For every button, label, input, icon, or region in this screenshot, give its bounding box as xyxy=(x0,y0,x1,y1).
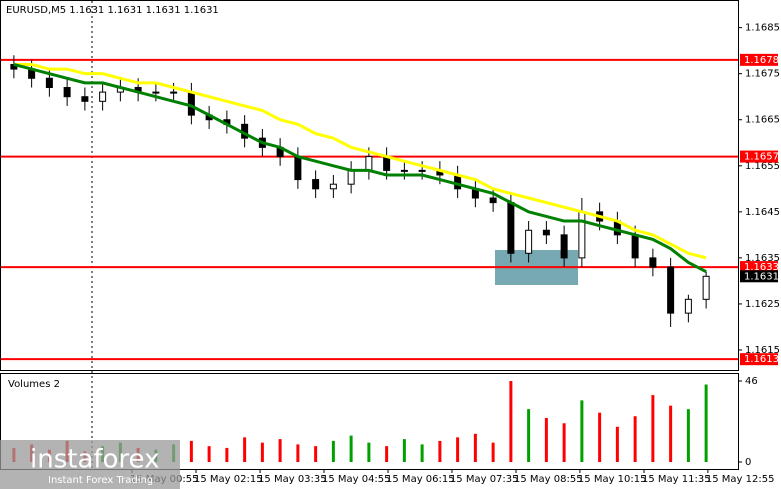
candle-body xyxy=(312,179,320,190)
volume-bar xyxy=(225,447,229,462)
candle-body xyxy=(152,91,160,94)
volume-bar xyxy=(331,440,335,462)
y-tick-label: 1.1665 xyxy=(745,115,780,126)
volume-bar xyxy=(704,384,708,462)
ma-line xyxy=(13,62,707,260)
watermark-bg xyxy=(0,440,180,489)
volume-bar xyxy=(686,409,690,462)
candle-body xyxy=(170,91,178,94)
level-label-bg xyxy=(740,53,778,66)
level-label: 1.1657 xyxy=(744,152,779,163)
candle-body xyxy=(347,169,355,185)
candle-body xyxy=(702,275,710,300)
candle-body xyxy=(294,156,302,181)
watermark-tagline: Instant Forex Trading xyxy=(48,475,153,486)
candle-body xyxy=(667,266,675,314)
volume-bar xyxy=(491,442,495,462)
volume-bar xyxy=(349,435,353,462)
candle-body xyxy=(187,91,195,116)
volume-bar xyxy=(509,381,513,462)
y-tick-label: 1.1655 xyxy=(745,161,780,172)
candle-body xyxy=(63,86,71,98)
ma-line xyxy=(13,63,707,274)
volume-bar xyxy=(527,409,531,462)
volume-bar xyxy=(189,440,193,462)
volume-bar xyxy=(420,444,424,462)
candle-body xyxy=(365,156,373,171)
chart-title: EURUSD,M5 1.1631 1.1631 1.1631 1.1631 xyxy=(6,5,219,16)
candle-body xyxy=(560,234,568,259)
volume-bar xyxy=(207,446,211,462)
volume-bar xyxy=(544,417,548,462)
x-tick-label: 15 May 07:35 xyxy=(450,474,519,485)
x-tick-label: 15 May 11:35 xyxy=(642,474,711,485)
candle-body xyxy=(418,169,426,172)
y-tick-label: 1.1615 xyxy=(745,345,780,356)
level-label: 1.1633 xyxy=(744,262,779,273)
plot-layer: 1.1615 1.1625 1.1635 1.1645 1.1655 1.1665 1.16… xyxy=(1,23,780,485)
candle-body xyxy=(81,96,89,102)
level-label: 1.1613 xyxy=(744,354,779,365)
candle-body xyxy=(578,211,586,259)
y-tick-label: 1.1635 xyxy=(745,253,780,264)
candle-body xyxy=(99,91,107,102)
x-tick-label: 15 May 10:15 xyxy=(578,474,647,485)
x-tick-label: 15 May 04:55 xyxy=(322,474,391,485)
y-tick-label: 1.1625 xyxy=(745,299,780,310)
volume-bar xyxy=(598,412,602,462)
volume-bar xyxy=(651,395,655,462)
candle-body xyxy=(684,298,692,314)
watermark-logo: instaforex xyxy=(30,445,159,475)
volume-tick-label: 46 xyxy=(745,376,758,387)
candle-body xyxy=(507,202,515,254)
volume-bar xyxy=(669,405,673,462)
candle-body xyxy=(489,197,497,204)
volume-bar xyxy=(260,442,264,462)
volume-bar xyxy=(296,444,300,462)
volume-bar xyxy=(278,439,282,462)
candle-body xyxy=(45,77,53,88)
volume-panel xyxy=(0,373,739,470)
volume-bar xyxy=(385,446,389,462)
volume-bar xyxy=(456,437,460,462)
level-label-bg xyxy=(740,261,778,274)
volume-bar xyxy=(438,440,442,462)
volume-bar xyxy=(615,426,619,462)
volume-bar xyxy=(367,442,371,462)
candle-body xyxy=(400,169,408,172)
y-tick-label: 1.1645 xyxy=(745,207,780,218)
candle-body xyxy=(649,257,657,268)
volume-tick-label: 0 xyxy=(745,457,751,468)
volume-bar xyxy=(633,416,637,462)
volume-bar xyxy=(402,439,406,462)
x-tick-label: 15 May 02:15 xyxy=(194,474,263,485)
x-tick-label: 15 May 12:55 xyxy=(706,474,775,485)
volume-bar xyxy=(243,437,247,462)
price-panel xyxy=(0,0,739,371)
level-label-bg xyxy=(740,353,778,366)
y-tick-label: 1.1685 xyxy=(745,23,780,34)
level-label-bg xyxy=(740,150,778,163)
x-tick-label: 15 May 03:35 xyxy=(258,474,327,485)
y-tick-label: 1.1675 xyxy=(745,69,780,80)
x-tick-label: 15 May 06:15 xyxy=(386,474,455,485)
last-price-label: 1.1631 xyxy=(744,271,779,282)
x-tick-label: 15 May 08:55 xyxy=(514,474,583,485)
volume-bar xyxy=(580,400,584,462)
last-price-bg xyxy=(740,270,778,283)
candle-body xyxy=(631,234,639,259)
level-label: 1.1678 xyxy=(744,55,779,66)
volume-title: Volumes 2 xyxy=(8,379,60,390)
candle-body xyxy=(542,229,550,236)
volume-bar xyxy=(562,423,566,462)
volume-bar xyxy=(314,446,318,462)
candle-body xyxy=(525,229,533,254)
candle-body xyxy=(329,183,337,190)
volume-bar xyxy=(473,433,477,462)
